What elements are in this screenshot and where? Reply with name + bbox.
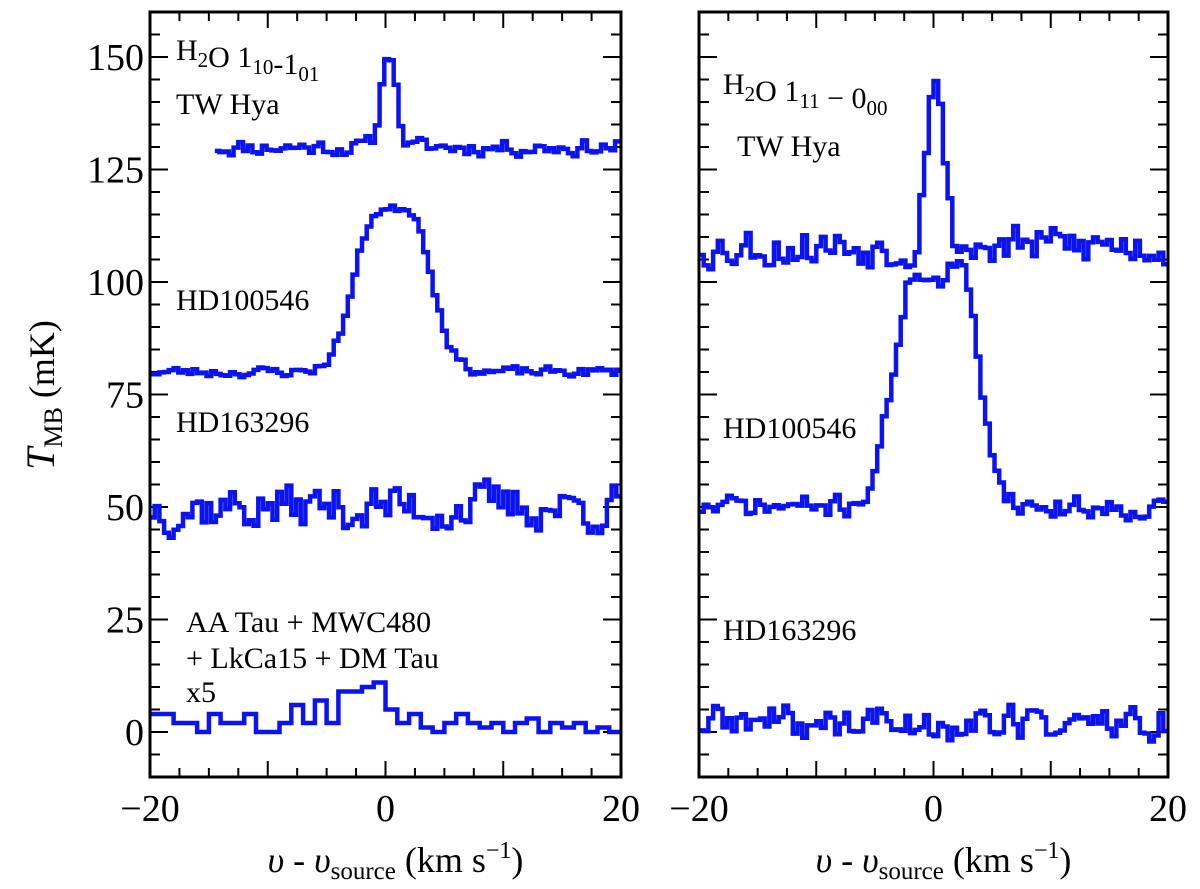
plot-frame <box>697 10 1170 779</box>
x-axis-label: υ - υsource (km s−1) <box>268 838 524 885</box>
spectrum-hd100546 <box>150 203 621 380</box>
annotation-l-stack3: x5 <box>186 676 216 709</box>
y-tick-label: 150 <box>87 37 144 79</box>
y-tick-label: 0 <box>125 712 144 754</box>
y-tick-label: 100 <box>87 262 144 304</box>
annotation-l-stack1: AA Tau + MWC480 <box>186 606 431 639</box>
annotation-r-line: H2O 111 − 000 <box>723 68 888 120</box>
plot-frame <box>148 10 623 779</box>
spectrum-aa-tau-mwc480-lkca15-dm-tau-x5 <box>150 680 621 735</box>
annotation-r-tw: TW Hya <box>737 130 841 163</box>
annotation-l-tw: TW Hya <box>176 88 280 121</box>
spectrum-hd163296 <box>150 477 621 541</box>
annotation-l-stack2: + LkCa15 + DM Tau <box>186 642 439 675</box>
y-tick-label: 25 <box>106 600 144 642</box>
right-panel: −20 0 20 H2O 111 − 000 TW Hya HD100546 HD16329… <box>669 10 1187 830</box>
annotation-l-hd100: HD100546 <box>176 284 309 317</box>
spectrum-tw-hya <box>699 78 1168 272</box>
axis-labels: υ - υsource (km s−1) υ - υsource (km s−1)… <box>18 320 1071 885</box>
annotation-r-hd163: HD163296 <box>723 614 856 647</box>
x-tick-label: −20 <box>120 788 179 830</box>
x-tick-label: −20 <box>669 788 728 830</box>
y-tick-label: 125 <box>87 150 144 192</box>
x-tick-label: 0 <box>376 788 395 830</box>
x-axis-label: υ - υsource (km s−1) <box>816 838 1072 885</box>
annotation-l-line: H2O 110-101 <box>176 34 319 86</box>
y-tick-label: 50 <box>106 487 144 529</box>
x-tick-label: 20 <box>602 788 640 830</box>
annotation-l-hd163: HD163296 <box>176 406 309 439</box>
spectrum-hd163296 <box>699 702 1168 744</box>
y-axis-label: TMB (mK) <box>18 320 68 470</box>
x-tick-label: 0 <box>924 788 943 830</box>
annotation-r-hd100: HD100546 <box>723 412 856 445</box>
spectrum-hd100546 <box>699 259 1168 523</box>
spectrum-tw-hya <box>214 56 620 159</box>
y-tick-label: 75 <box>106 375 144 417</box>
x-tick-label: 20 <box>1149 788 1187 830</box>
